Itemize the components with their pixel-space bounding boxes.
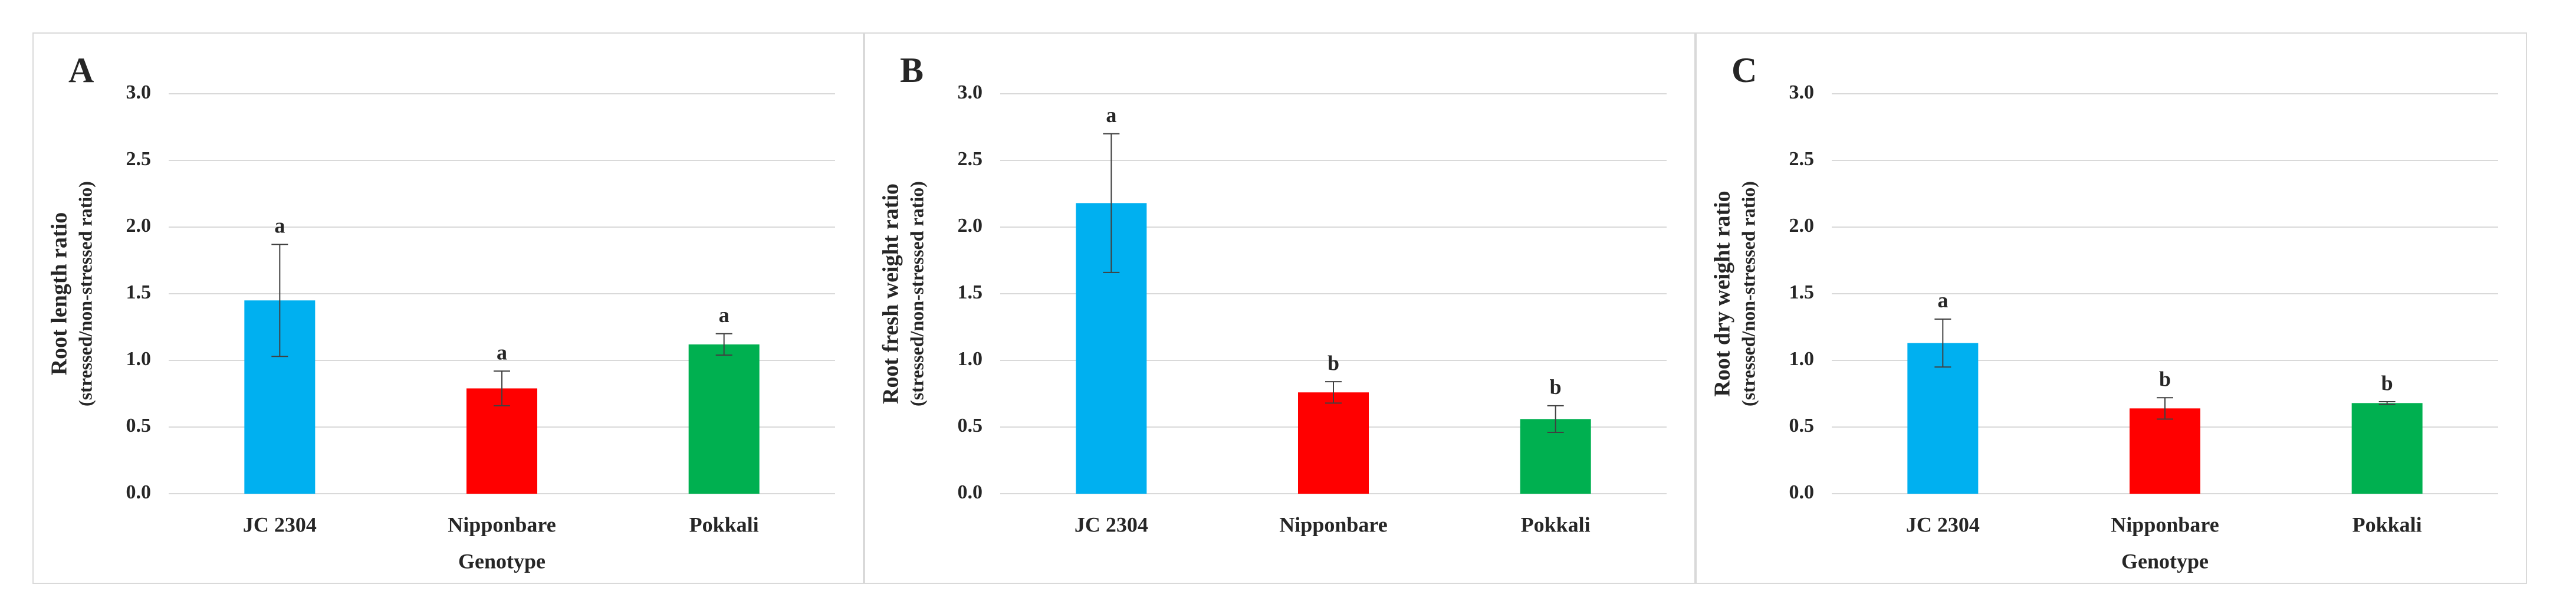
y-axis-title: Root fresh weight ratio — [879, 183, 903, 404]
error-bar — [1934, 318, 1951, 368]
x-tick-label: JC 2304 — [243, 513, 317, 536]
panel-border — [1696, 32, 2527, 584]
panel-border — [864, 32, 1696, 584]
x-tick-label: Pokkali — [2352, 513, 2422, 536]
panel: A Root length ratio (stressed/non-stressed… — [32, 32, 864, 584]
bar — [1907, 343, 1979, 494]
error-bar — [271, 244, 288, 357]
y-tick-label: 1.0 — [958, 348, 983, 370]
x-tick-label: Nipponbare — [448, 513, 556, 536]
error-bar — [1103, 133, 1120, 273]
panel-label: A — [68, 51, 94, 90]
x-tick-label: Pokkali — [689, 513, 759, 536]
error-bar — [715, 333, 732, 356]
error-bar — [494, 370, 510, 406]
y-tick-label: 0.0 — [1789, 481, 1815, 503]
y-axis-subtitle: (stressed/non-stressed ratio) — [906, 181, 927, 406]
y-tick-label: 2.0 — [126, 215, 152, 237]
y-tick-label: 3.0 — [126, 81, 152, 103]
significance-letter: b — [2381, 371, 2393, 395]
y-axis-title: Root dry weight ratio — [1710, 191, 1735, 396]
significance-letter: b — [1328, 351, 1339, 375]
panel-label: C — [1731, 51, 1757, 90]
panel: B Root fresh weight ratio (stressed/non-st… — [864, 32, 1696, 584]
bar — [2351, 403, 2423, 494]
panel-border — [32, 32, 864, 584]
x-tick-label: JC 2304 — [1906, 513, 1980, 536]
x-axis-title: Genotype — [2121, 549, 2209, 573]
error-bar — [1547, 405, 1564, 434]
bar — [688, 344, 760, 494]
y-tick-label: 0.5 — [126, 415, 152, 436]
x-axis-title: Genotype — [458, 549, 546, 573]
panel-label: B — [900, 51, 924, 90]
significance-letter: a — [274, 214, 285, 238]
y-axis-subtitle: (stressed/non-stressed ratio) — [1737, 181, 1759, 406]
x-tick-label: Pokkali — [1521, 513, 1591, 536]
y-tick-label: 2.0 — [958, 215, 983, 237]
significance-letter: a — [719, 303, 730, 327]
y-tick-label: 3.0 — [958, 81, 983, 103]
significance-letter: a — [497, 340, 507, 364]
y-tick-label: 2.0 — [1789, 215, 1815, 237]
error-bar — [2378, 401, 2396, 405]
y-tick-label: 1.0 — [126, 348, 152, 370]
y-tick-label: 2.5 — [1789, 148, 1815, 170]
bar — [2130, 408, 2200, 494]
error-bar — [1325, 381, 1342, 404]
y-axis-subtitle: (stressed/non-stressed ratio) — [74, 181, 96, 406]
error-bar — [2157, 397, 2173, 420]
significance-letter: a — [1106, 103, 1116, 127]
panel: C Root dry weight ratio (stressed/non-stre… — [1696, 32, 2527, 584]
y-tick-label: 1.0 — [1789, 348, 1815, 370]
y-tick-label: 0.0 — [958, 481, 983, 503]
y-tick-label: 2.5 — [126, 148, 152, 170]
x-tick-label: JC 2304 — [1075, 513, 1148, 536]
y-tick-label: 1.5 — [1789, 281, 1815, 303]
y-axis-title: Root length ratio — [47, 212, 72, 376]
y-tick-label: 0.0 — [126, 481, 152, 503]
x-tick-label: Nipponbare — [1279, 513, 1387, 536]
y-tick-label: 2.5 — [958, 148, 983, 170]
significance-letter: a — [1937, 288, 1948, 312]
y-tick-label: 1.5 — [958, 281, 983, 303]
y-tick-label: 3.0 — [1789, 81, 1815, 103]
bar — [1298, 392, 1369, 494]
y-tick-label: 0.5 — [1789, 415, 1815, 436]
y-tick-label: 1.5 — [126, 281, 152, 303]
significance-letter: b — [1550, 375, 1562, 399]
significance-letter: b — [2159, 367, 2171, 391]
y-tick-label: 0.5 — [958, 415, 983, 436]
x-tick-label: Nipponbare — [2111, 513, 2219, 536]
